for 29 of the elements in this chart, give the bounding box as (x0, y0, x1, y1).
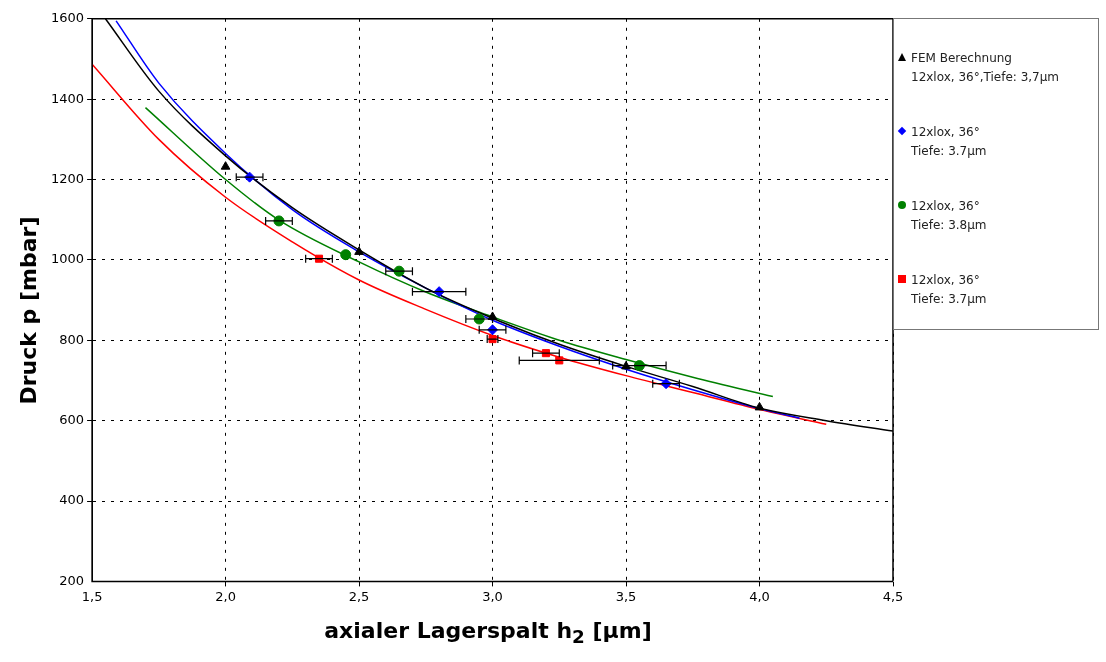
x-tick-label: 2,5 (348, 588, 370, 604)
y-tick-label: 800 (59, 331, 85, 347)
y-tick-label: 200 (59, 572, 85, 588)
x-tick-label: 3,5 (615, 588, 637, 604)
legend-label: 12xlox, 36° Tiefe: 3.8µm (911, 198, 987, 234)
x-tick-label: 2,0 (215, 588, 236, 604)
y-tick-label: 400 (59, 492, 85, 508)
x-tick-label: 1,5 (81, 588, 103, 604)
legend-label: FEM Berechnung 12xlox, 36°,Tiefe: 3,7µm (911, 50, 1060, 86)
legend-label: 12xlox, 36° Tiefe: 3.7µm (911, 272, 987, 308)
point (754, 401, 765, 411)
y-tick-label: 600 (59, 412, 85, 428)
x-tick-label: 4,5 (882, 588, 904, 604)
y-tick-label: 1000 (50, 251, 85, 267)
point (621, 360, 631, 370)
y-axis-title: Druck p [mbar] (15, 215, 41, 407)
line-series (115, 20, 801, 419)
y-tick-label: 1200 (50, 170, 85, 186)
y-tick-label: 1600 (50, 10, 85, 26)
legend-label: 12xlox, 36° Tiefe: 3.7µm (911, 124, 987, 160)
y-tick-label: 1400 (50, 90, 85, 106)
x-tick-label: 4,0 (749, 588, 770, 604)
point (354, 246, 364, 255)
x-axis-title: axialer Lagerspalt h$_{2}$ [µm] (323, 618, 653, 648)
point (340, 249, 352, 261)
line-series (144, 106, 774, 398)
point (220, 161, 231, 170)
line-series (92, 63, 828, 426)
x-tick-label: 3,0 (482, 588, 503, 604)
